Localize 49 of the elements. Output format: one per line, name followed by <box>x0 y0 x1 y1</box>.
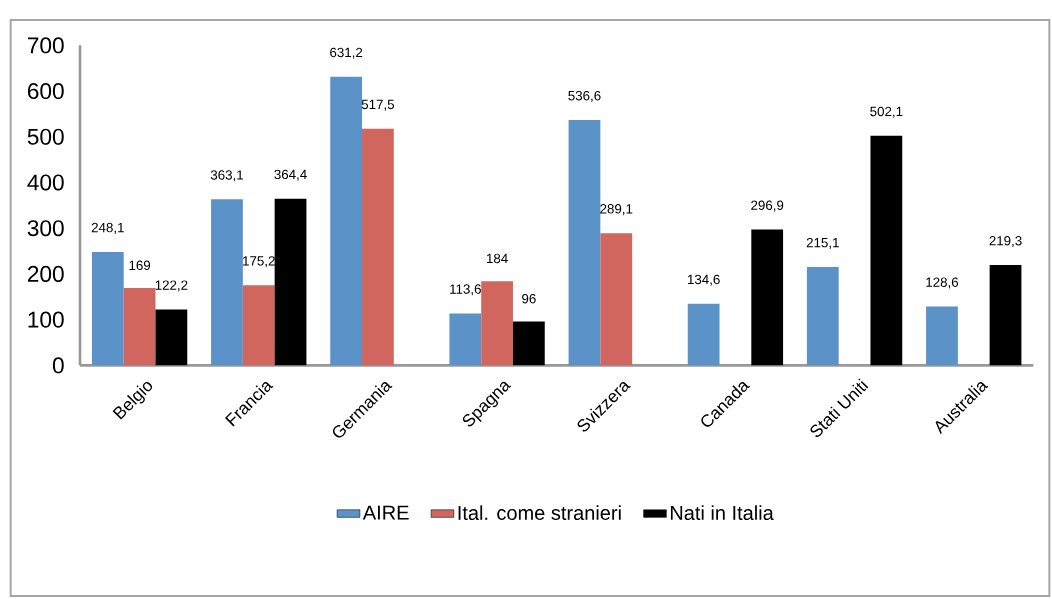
data-label: 363,1 <box>210 170 244 182</box>
data-label: 184 <box>486 253 508 264</box>
y-tick-label: 200 <box>27 266 64 283</box>
data-label: 536,6 <box>568 91 601 103</box>
data-label: 215,1 <box>806 238 839 250</box>
bar <box>870 135 903 366</box>
data-label: 502,1 <box>870 106 903 118</box>
bar <box>362 128 394 366</box>
data-label: 631,2 <box>330 47 363 59</box>
data-label: 296,9 <box>751 200 784 212</box>
bar <box>568 120 601 366</box>
data-label: 169 <box>129 260 151 271</box>
data-label: 175,2 <box>243 256 275 268</box>
bar <box>274 198 307 366</box>
bar <box>91 252 124 366</box>
y-tick-label: 500 <box>27 128 64 145</box>
y-tick-label: 300 <box>27 220 64 237</box>
y-tick-label: 0 <box>52 357 64 374</box>
y-tick-label: 700 <box>27 37 64 54</box>
legend-label: Ital. come stranieri <box>458 505 621 521</box>
bar <box>687 303 720 366</box>
data-label: 113,6 <box>450 284 481 296</box>
bar <box>242 285 275 366</box>
bar <box>211 199 243 366</box>
bar <box>926 306 958 366</box>
data-label: 219,3 <box>989 236 1022 248</box>
bar <box>123 288 156 366</box>
data-label: 517,5 <box>361 100 395 111</box>
bar <box>481 281 513 366</box>
bar <box>806 267 839 366</box>
legend-label: Nati in Italia <box>670 505 774 521</box>
bar <box>600 233 633 366</box>
data-label: 364,4 <box>274 169 307 181</box>
data-label: 122,2 <box>155 280 188 292</box>
data-label: 248,1 <box>91 223 124 235</box>
bar <box>512 321 545 366</box>
bar <box>330 76 363 366</box>
data-label: 128,6 <box>926 277 959 289</box>
data-label: 134,6 <box>687 274 720 286</box>
data-label: 289,1 <box>600 204 633 216</box>
bar <box>449 313 482 366</box>
legend-label: AIRE <box>362 505 409 520</box>
data-label: 96 <box>522 294 536 304</box>
y-tick-label: 600 <box>27 83 64 100</box>
bar <box>155 309 188 366</box>
bar <box>751 229 784 366</box>
bar <box>989 265 1022 366</box>
y-tick-label: 100 <box>28 311 64 328</box>
y-tick-label: 400 <box>27 174 64 191</box>
